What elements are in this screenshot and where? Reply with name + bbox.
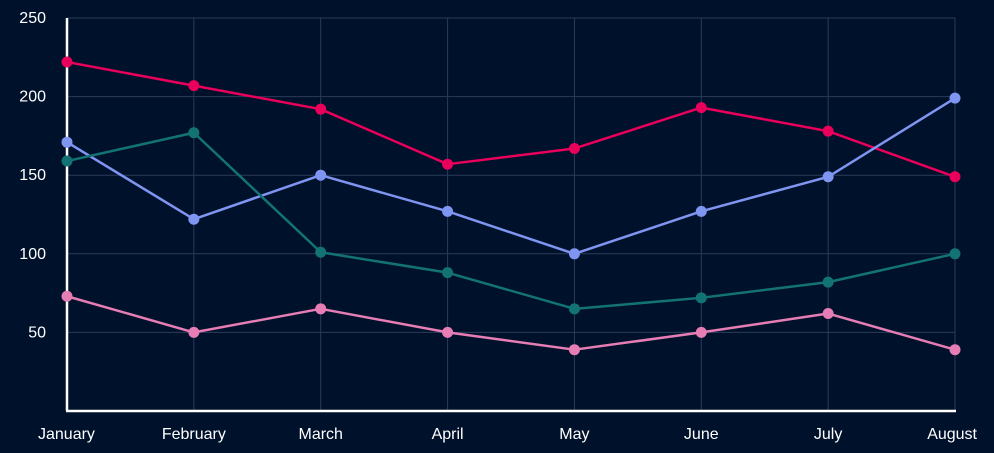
data-point xyxy=(442,205,454,217)
data-point xyxy=(315,303,327,315)
y-tick-label: 250 xyxy=(19,10,46,27)
data-point xyxy=(822,125,834,137)
y-tick-label: 100 xyxy=(19,246,46,263)
series-1 xyxy=(61,92,961,260)
axes xyxy=(65,18,956,413)
data-point xyxy=(61,155,73,167)
data-point xyxy=(949,92,961,104)
data-point xyxy=(949,248,961,260)
data-point xyxy=(188,127,200,139)
x-tick-label: July xyxy=(814,426,842,443)
x-tick-label: January xyxy=(38,426,95,443)
data-point xyxy=(822,276,834,288)
x-tick-label: April xyxy=(432,426,464,443)
data-point xyxy=(442,267,454,279)
data-point xyxy=(695,292,707,304)
y-tick-labels: 50 100 150 200 250 xyxy=(19,10,46,341)
series xyxy=(61,56,961,356)
data-point xyxy=(61,56,73,68)
data-point xyxy=(315,103,327,115)
series-line xyxy=(66,97,956,256)
data-point xyxy=(568,344,580,356)
data-point xyxy=(949,344,961,356)
data-point xyxy=(695,205,707,217)
y-tick-label: 150 xyxy=(19,167,46,184)
data-point xyxy=(188,213,200,225)
data-point xyxy=(568,142,580,154)
x-tick-label: May xyxy=(559,426,589,443)
data-point xyxy=(568,248,580,260)
data-point xyxy=(61,136,73,148)
data-point xyxy=(568,303,580,315)
series-3 xyxy=(61,290,961,356)
data-point xyxy=(442,326,454,338)
data-point xyxy=(315,246,327,258)
y-tick-label: 200 xyxy=(19,89,46,106)
data-point xyxy=(949,171,961,183)
series-line xyxy=(66,131,956,311)
series-0 xyxy=(61,56,961,183)
data-point xyxy=(695,326,707,338)
data-point xyxy=(188,326,200,338)
data-point xyxy=(695,102,707,114)
data-point xyxy=(61,290,73,302)
grid xyxy=(67,17,956,411)
series-2 xyxy=(61,127,961,315)
x-tick-label: August xyxy=(927,426,977,443)
data-point xyxy=(822,308,834,320)
data-point xyxy=(188,80,200,92)
series-line xyxy=(66,295,956,351)
data-point xyxy=(315,169,327,181)
x-tick-labels: January February March April May June July Augu… xyxy=(38,426,978,443)
y-tick-label: 50 xyxy=(28,324,46,341)
x-tick-label: March xyxy=(298,426,342,443)
x-tick-label: February xyxy=(162,426,226,443)
data-point xyxy=(822,171,834,183)
data-point xyxy=(442,158,454,170)
series-line xyxy=(66,60,956,178)
x-tick-label: June xyxy=(684,426,719,443)
